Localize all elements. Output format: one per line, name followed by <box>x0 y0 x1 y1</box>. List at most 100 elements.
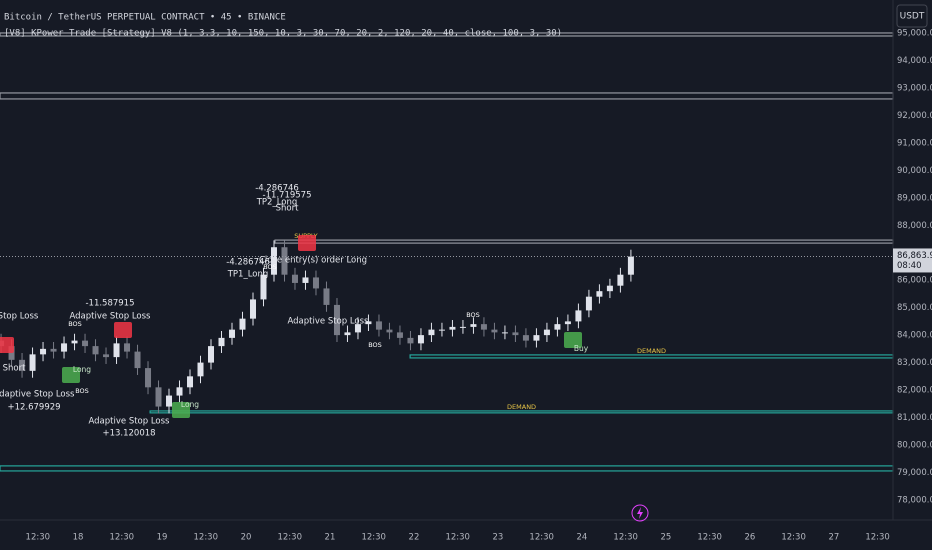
strategy-label: [V8] KPower Trade [Strategy] V8 (1, 3.3,… <box>4 29 562 39</box>
x-tick-label: 12:30 <box>26 533 51 543</box>
bos-label: BOS <box>68 320 82 328</box>
trade-annotation: Stop Loss <box>0 312 39 322</box>
y-tick-label: 89,000.0 <box>897 193 932 203</box>
candle-body <box>260 274 267 300</box>
y-tick-label: 83,000.0 <box>897 358 932 368</box>
x-tick-label: 26 <box>744 533 755 543</box>
trade-annotation: -11.719575 <box>262 191 311 201</box>
y-tick-label: 84,000.0 <box>897 331 932 341</box>
candle-body <box>312 277 319 289</box>
candle-body <box>61 343 68 352</box>
signal-box <box>114 322 132 338</box>
y-tick-label: 92,000.0 <box>897 111 932 121</box>
event-icon[interactable] <box>631 504 649 522</box>
currency-button[interactable] <box>896 4 928 28</box>
event-bolt <box>637 507 643 519</box>
trade-annotation: Long <box>73 365 91 374</box>
trade-annotation: Short <box>3 364 26 374</box>
trade-annotation: +13.120018 <box>102 429 155 439</box>
candle-body <box>354 324 361 333</box>
candle-body <box>281 247 288 275</box>
chart-title: Bitcoin / TetherUS PERPETUAL CONTRACT • … <box>4 13 286 23</box>
candle-body <box>187 376 194 388</box>
x-tick-label: 22 <box>409 533 420 543</box>
candle-body <box>480 324 487 330</box>
candle-body <box>249 299 256 319</box>
candle-body <box>470 324 477 327</box>
x-tick-label: 24 <box>577 533 588 543</box>
candle-body <box>134 351 141 369</box>
y-tick-label: 90,000.0 <box>897 166 932 176</box>
y-tick-label: 91,000.0 <box>897 138 932 148</box>
candle-body <box>491 329 498 333</box>
x-tick-label: 12:30 <box>110 533 135 543</box>
trade-annotation: TP2_Long <box>256 198 298 208</box>
candle-body <box>365 321 372 325</box>
candle-body <box>155 387 162 407</box>
x-tick-label: 12:30 <box>277 533 302 543</box>
candle-body <box>113 343 120 358</box>
trade-annotation: Adaptive Stop Loss <box>0 390 75 400</box>
candle-body <box>512 332 519 336</box>
y-tick-label: 93,000.0 <box>897 83 932 93</box>
candle-body <box>176 387 183 396</box>
x-tick-label: 12:30 <box>361 533 386 543</box>
candle-body <box>606 285 613 292</box>
candle-body <box>270 247 277 275</box>
candle-body <box>533 335 540 341</box>
trade-annotation: -4.286746 <box>255 184 299 194</box>
candle-body <box>554 324 561 330</box>
x-tick-label: 12:30 <box>865 533 890 543</box>
candle-body <box>40 348 47 355</box>
y-tick-label: 79,000.0 <box>897 468 932 478</box>
x-tick-label: 20 <box>241 533 252 543</box>
x-tick-label: 12:30 <box>194 533 219 543</box>
candle-body <box>228 329 235 338</box>
candle-body <box>407 337 414 344</box>
candle-body <box>596 291 603 297</box>
trade-annotation: Long <box>181 400 199 409</box>
candle-body <box>218 337 225 347</box>
x-tick-label: 23 <box>493 533 504 543</box>
signal-box <box>0 337 14 353</box>
countdown-label: 08:40 <box>897 261 922 271</box>
y-tick-label: 94,000.0 <box>897 56 932 66</box>
y-tick-label: 95,000.0 <box>897 28 932 38</box>
candle-body <box>522 335 529 341</box>
candle-body <box>124 343 131 352</box>
trade-annotation: Adaptive Stop Loss <box>70 312 152 322</box>
candle-body <box>208 346 215 363</box>
candle-body <box>575 310 582 322</box>
last-price-box <box>893 248 932 273</box>
bos-label: BOS <box>75 387 89 395</box>
y-tick-label: 85,000.0 <box>897 303 932 313</box>
trade-annotation: TP1_Long <box>227 270 269 280</box>
y-tick-label: 88,000.0 <box>897 221 932 231</box>
signal-box <box>298 235 316 251</box>
candle-body <box>617 274 624 286</box>
x-tick-label: 12:30 <box>445 533 470 543</box>
x-tick-label: 21 <box>325 533 336 543</box>
x-tick-label: 19 <box>157 533 168 543</box>
candle-body <box>71 340 78 344</box>
x-tick-label: 12:30 <box>529 533 554 543</box>
signal-box <box>62 367 80 383</box>
candle-body <box>564 321 571 325</box>
trade-annotation: -4.286746 <box>226 258 270 268</box>
candle-body <box>459 326 466 328</box>
trade-annotation: Close entry(s) order Long <box>259 256 367 266</box>
signal-box <box>564 332 582 348</box>
candle-body <box>543 329 550 336</box>
candle-body <box>197 362 204 377</box>
candle-body <box>50 348 57 352</box>
signal-box <box>172 402 190 418</box>
candle-body <box>323 288 330 305</box>
candle-body <box>302 277 309 283</box>
candle-body <box>375 321 382 330</box>
x-tick-label: 27 <box>828 533 839 543</box>
currency-label[interactable]: USDT <box>900 12 925 22</box>
y-tick-label: 82,000.0 <box>897 386 932 396</box>
trade-annotation: -11.587915 <box>85 299 134 309</box>
